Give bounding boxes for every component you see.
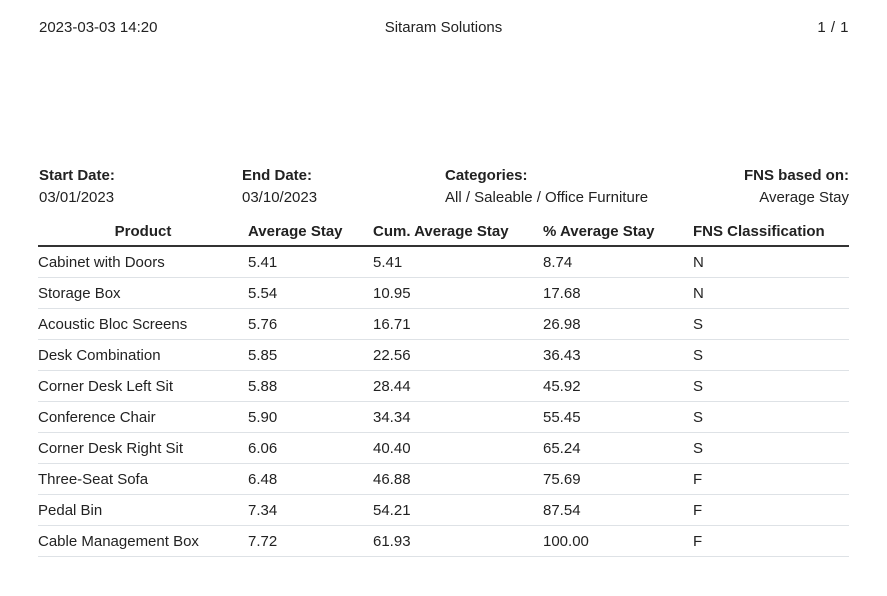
cell-fns-classification: S xyxy=(693,370,849,402)
cell-percent-average-stay: 65.24 xyxy=(543,432,693,464)
fns-report-table: Product Average Stay Cum. Average Stay %… xyxy=(38,218,849,557)
column-header-product: Product xyxy=(38,218,248,247)
cell-product: Corner Desk Left Sit xyxy=(38,370,248,402)
table-row: Corner Desk Left Sit 5.88 28.44 45.92 S xyxy=(38,370,849,402)
cell-cum-average-stay: 61.93 xyxy=(373,525,543,557)
cell-fns-classification: N xyxy=(693,246,849,278)
table-row: Storage Box 5.54 10.95 17.68 N xyxy=(38,277,849,309)
cell-fns-classification: S xyxy=(693,339,849,371)
table-row: Cable Management Box 7.72 61.93 100.00 F xyxy=(38,525,849,557)
cell-average-stay: 7.72 xyxy=(248,525,373,557)
table-row: Corner Desk Right Sit 6.06 40.40 65.24 S xyxy=(38,432,849,464)
start-date-block: Start Date: 03/01/2023 xyxy=(39,165,115,209)
page-indicator: 1 / 1 xyxy=(817,19,849,36)
end-date-value: 03/10/2023 xyxy=(242,189,318,206)
table-row: Desk Combination 5.85 22.56 36.43 S xyxy=(38,339,849,371)
cell-fns-classification: F xyxy=(693,494,849,526)
column-header-percent-average-stay: % Average Stay xyxy=(543,218,693,247)
categories-value: All / Saleable / Office Furniture xyxy=(445,189,649,206)
cell-percent-average-stay: 17.68 xyxy=(543,277,693,309)
cell-product: Acoustic Bloc Screens xyxy=(38,308,248,340)
cell-cum-average-stay: 5.41 xyxy=(373,246,543,278)
cell-percent-average-stay: 100.00 xyxy=(543,525,693,557)
cell-product: Corner Desk Right Sit xyxy=(38,432,248,464)
cell-cum-average-stay: 28.44 xyxy=(373,370,543,402)
cell-cum-average-stay: 46.88 xyxy=(373,463,543,495)
end-date-label: End Date: xyxy=(242,167,313,184)
cell-fns-classification: S xyxy=(693,432,849,464)
cell-percent-average-stay: 26.98 xyxy=(543,308,693,340)
cell-average-stay: 6.48 xyxy=(248,463,373,495)
cell-percent-average-stay: 8.74 xyxy=(543,246,693,278)
column-header-fns-classification: FNS Classification xyxy=(693,218,849,247)
table-row: Conference Chair 5.90 34.34 55.45 S xyxy=(38,401,849,433)
cell-product: Storage Box xyxy=(38,277,248,309)
cell-cum-average-stay: 22.56 xyxy=(373,339,543,371)
cell-average-stay: 5.85 xyxy=(248,339,373,371)
cell-product: Conference Chair xyxy=(38,401,248,433)
cell-percent-average-stay: 36.43 xyxy=(543,339,693,371)
cell-product: Cable Management Box xyxy=(38,525,248,557)
cell-percent-average-stay: 75.69 xyxy=(543,463,693,495)
cell-average-stay: 5.54 xyxy=(248,277,373,309)
cell-percent-average-stay: 87.54 xyxy=(543,494,693,526)
table-row: Three-Seat Sofa 6.48 46.88 75.69 F xyxy=(38,463,849,495)
cell-fns-classification: S xyxy=(693,401,849,433)
report-datetime: 2023-03-03 14:20 xyxy=(39,19,158,36)
categories-label: Categories: xyxy=(445,167,528,184)
cell-cum-average-stay: 34.34 xyxy=(373,401,543,433)
cell-percent-average-stay: 45.92 xyxy=(543,370,693,402)
company-name: Sitaram Solutions xyxy=(384,19,503,36)
cell-average-stay: 6.06 xyxy=(248,432,373,464)
cell-fns-classification: S xyxy=(693,308,849,340)
column-header-cum-average-stay: Cum. Average Stay xyxy=(373,218,543,247)
cell-average-stay: 5.76 xyxy=(248,308,373,340)
cell-product: Desk Combination xyxy=(38,339,248,371)
table-row: Cabinet with Doors 5.41 5.41 8.74 N xyxy=(38,246,849,278)
table-header-row: Product Average Stay Cum. Average Stay %… xyxy=(38,218,849,247)
fns-basis-block: FNS based on: Average Stay xyxy=(744,165,849,209)
categories-block: Categories: All / Saleable / Office Furn… xyxy=(445,165,648,209)
column-header-average-stay: Average Stay xyxy=(248,218,373,247)
cell-cum-average-stay: 16.71 xyxy=(373,308,543,340)
cell-fns-classification: F xyxy=(693,463,849,495)
cell-average-stay: 5.41 xyxy=(248,246,373,278)
fns-basis-label: FNS based on: xyxy=(743,167,849,184)
cell-average-stay: 7.34 xyxy=(248,494,373,526)
start-date-label: Start Date: xyxy=(39,167,115,184)
start-date-value: 03/01/2023 xyxy=(39,189,115,206)
cell-average-stay: 5.88 xyxy=(248,370,373,402)
cell-cum-average-stay: 54.21 xyxy=(373,494,543,526)
fns-basis-value: Average Stay xyxy=(759,189,849,206)
cell-fns-classification: F xyxy=(693,525,849,557)
cell-product: Pedal Bin xyxy=(38,494,248,526)
cell-cum-average-stay: 40.40 xyxy=(373,432,543,464)
table-row: Pedal Bin 7.34 54.21 87.54 F xyxy=(38,494,849,526)
table-row: Acoustic Bloc Screens 5.76 16.71 26.98 S xyxy=(38,308,849,340)
cell-fns-classification: N xyxy=(693,277,849,309)
cell-product: Three-Seat Sofa xyxy=(38,463,248,495)
cell-average-stay: 5.90 xyxy=(248,401,373,433)
end-date-block: End Date: 03/10/2023 xyxy=(242,165,317,209)
cell-cum-average-stay: 10.95 xyxy=(373,277,543,309)
cell-product: Cabinet with Doors xyxy=(38,246,248,278)
cell-percent-average-stay: 55.45 xyxy=(543,401,693,433)
